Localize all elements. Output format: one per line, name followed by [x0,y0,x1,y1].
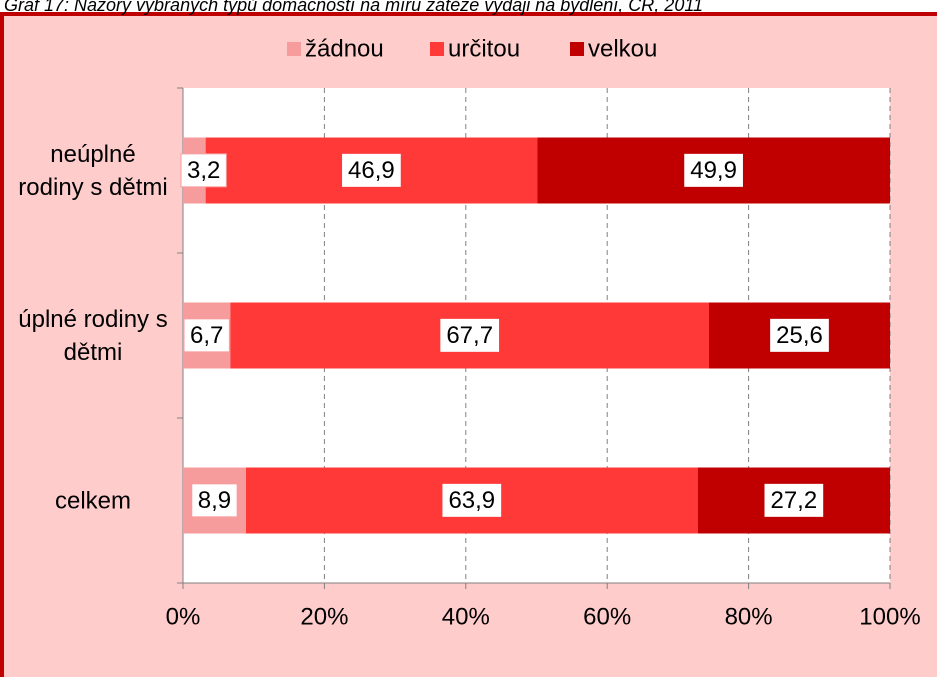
legend-swatch [287,42,301,56]
data-label: 46,9 [348,157,395,184]
legend-label: žádnou [305,35,384,62]
x-tick-label: 80% [725,603,773,630]
x-tick-label: 40% [442,603,490,630]
data-label-box [764,483,824,517]
y-tick-label: úplné rodiny s dětmi [18,305,168,366]
x-tick-label: 100% [859,603,920,630]
data-label-box [183,318,230,353]
data-label: 49,9 [690,157,737,184]
x-tick-label: 0% [166,603,201,630]
legend-swatch [570,42,584,56]
legend-swatch [430,42,444,56]
data-label: 8,9 [198,487,231,514]
data-label-box [180,153,227,188]
data-label: 3,2 [187,157,220,184]
y-tick-label: celkem [54,487,132,514]
y-tick-label: neúplné rodiny s dětmi [18,140,168,201]
x-tick-label: 20% [300,603,348,630]
data-label: 25,6 [776,322,823,349]
data-label-box [440,318,500,352]
legend-label: velkou [588,35,657,62]
data-label-box [442,483,502,517]
data-label: 27,2 [770,487,817,514]
legend-label: určitou [448,35,520,62]
data-label-box [684,153,743,187]
data-label-box [770,318,829,352]
chart-title: Graf 17: Názory vybraných typů domácnost… [4,0,703,15]
data-label-box [191,483,238,518]
data-label: 67,7 [446,322,493,349]
x-tick-label: 60% [583,603,631,630]
data-label: 63,9 [448,487,495,514]
data-label: 6,7 [190,322,223,349]
data-label-box [342,153,401,187]
